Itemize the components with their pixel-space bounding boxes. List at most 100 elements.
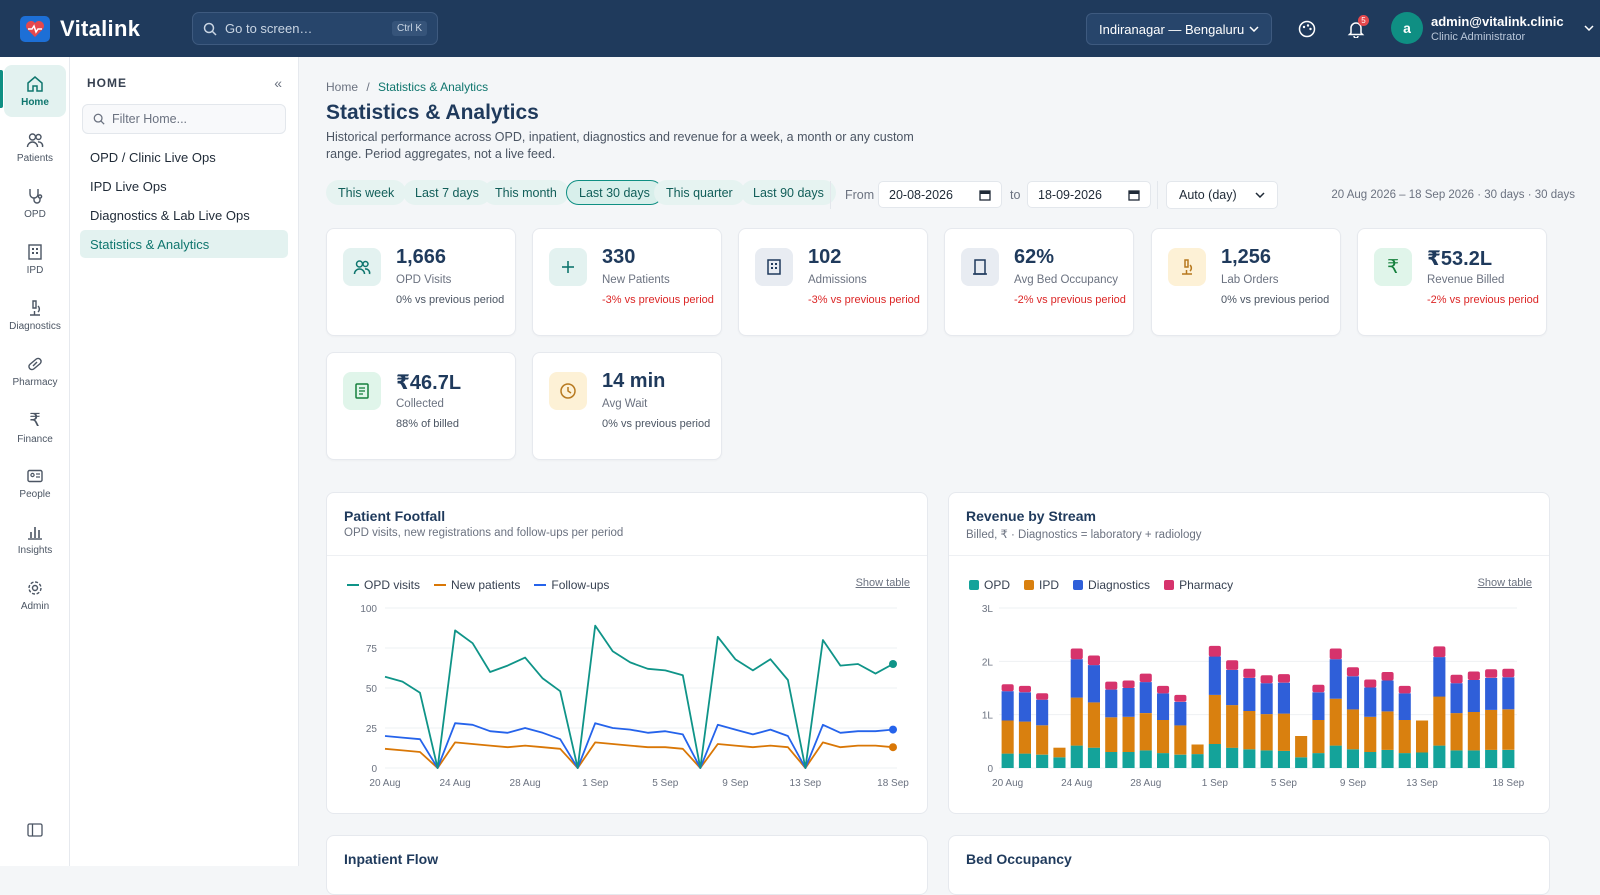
- panel-title: Revenue by Stream: [966, 508, 1096, 524]
- revenue-stacked-bar-chart: 0 1L 2L 3L 20 Aug 24 Aug 28 Aug 1 Sep 5 Sep 9 Sep…: [982, 604, 1525, 789]
- bar-segment-diagnostics: [1260, 683, 1273, 715]
- rail-label: Admin: [20, 600, 50, 612]
- user-menu[interactable]: a admin@vitalink.clinic Clinic Administr…: [1391, 12, 1594, 44]
- collapse-button[interactable]: «: [274, 75, 282, 91]
- rail-item-pharmacy[interactable]: Pharmacy: [4, 345, 66, 397]
- sidebar-toggle[interactable]: [27, 823, 43, 840]
- from-date-value: 20-08-2026: [889, 187, 953, 202]
- chevron-down-icon: [1249, 26, 1259, 32]
- preset-last-90-days[interactable]: Last 90 days: [741, 180, 836, 205]
- bar-segment-ipd: [1433, 696, 1446, 746]
- panel-icon: [27, 823, 43, 837]
- kpi-delta: 0% vs previous period: [1221, 294, 1330, 306]
- legend-item-diagnostics[interactable]: Diagnostics: [1073, 578, 1150, 592]
- preset-last-30-days[interactable]: Last 30 days: [566, 180, 663, 205]
- preset-this-week[interactable]: This week: [326, 180, 407, 205]
- rail-item-opd[interactable]: OPD: [4, 177, 66, 229]
- bar-segment-opd: [1105, 752, 1118, 768]
- bar-segment-diagnostics: [1070, 659, 1083, 698]
- legend-item-follow[interactable]: Follow-ups: [534, 578, 609, 592]
- chart-legend: OPD IPD Diagnostics Pharmacy: [969, 578, 1247, 592]
- bar-segment-ipd: [1398, 720, 1411, 754]
- rail-item-finance[interactable]: ₹ Finance: [4, 401, 66, 453]
- bar-segment-diagnostics: [1036, 699, 1049, 726]
- id-card-icon: [27, 469, 43, 482]
- to-date-input[interactable]: 18-09-2026: [1027, 181, 1151, 208]
- kpi-value: ₹53.2L: [1427, 248, 1493, 270]
- bar-segment-pharmacy: [1001, 684, 1014, 692]
- home-icon: [27, 75, 43, 92]
- preset-this-quarter[interactable]: This quarter: [654, 180, 745, 205]
- search-shortcut: Ctrl K: [392, 21, 427, 36]
- legend-item-new[interactable]: New patients: [434, 578, 520, 592]
- y-tick-label: 0: [371, 764, 377, 775]
- granularity-select[interactable]: Auto (day): [1166, 181, 1278, 209]
- rail-item-diagnostics[interactable]: Diagnostics: [4, 289, 66, 341]
- rail-item-home[interactable]: Home: [4, 65, 66, 117]
- bar-segment-opd: [1364, 752, 1377, 768]
- rail-item-insights[interactable]: Insights: [4, 513, 66, 565]
- preset-last-7-days[interactable]: Last 7 days: [403, 180, 491, 205]
- y-tick-label: 3L: [982, 604, 994, 615]
- bar-segment-pharmacy: [1433, 646, 1446, 658]
- nav-item-opd-live[interactable]: OPD / Clinic Live Ops: [90, 149, 216, 165]
- legend-item-ipd[interactable]: IPD: [1024, 578, 1059, 592]
- active-indicator: [0, 70, 3, 108]
- filter-input[interactable]: Filter Home...: [82, 104, 286, 134]
- preset-this-month[interactable]: This month: [483, 180, 569, 205]
- bar-segment-diagnostics: [1174, 701, 1187, 726]
- rail-label: Pharmacy: [12, 376, 58, 388]
- rail-item-people[interactable]: People: [4, 457, 66, 509]
- bar-segment-ipd: [1467, 712, 1480, 751]
- kpi-card-new-patients: 330 New Patients -3% vs previous period: [532, 228, 722, 336]
- legend-item-pharmacy[interactable]: Pharmacy: [1164, 578, 1233, 592]
- granularity-value: Auto (day): [1179, 188, 1237, 202]
- global-search[interactable]: Go to screen… Ctrl K: [192, 12, 438, 45]
- bar-segment-opd: [1139, 750, 1152, 768]
- notification-badge: 5: [1358, 15, 1369, 26]
- show-table-link[interactable]: Show table: [855, 577, 910, 589]
- clinic-selector[interactable]: Indiranagar — Bengaluru: [1086, 13, 1272, 45]
- heart-pulse-icon: [20, 15, 50, 42]
- rupee-icon: ₹: [29, 409, 41, 430]
- y-tick-label: 1L: [982, 711, 994, 722]
- kpi-label: New Patients: [602, 274, 670, 286]
- from-date-input[interactable]: 20-08-2026: [878, 181, 1002, 208]
- app-logo[interactable]: Vitalink: [20, 15, 172, 42]
- page-subtitle: Historical performance across OPD, inpat…: [326, 130, 914, 161]
- bar-segment-opd: [1260, 750, 1273, 768]
- bar-chart-icon: [28, 526, 42, 540]
- bar-segment-opd: [1467, 750, 1480, 768]
- show-table-link[interactable]: Show table: [1477, 577, 1532, 589]
- bar-segment-ipd: [1381, 711, 1394, 750]
- x-tick-label: 24 Aug: [1061, 778, 1092, 789]
- nav-item-ipd-live[interactable]: IPD Live Ops: [90, 178, 167, 194]
- kpi-delta: -3% vs previous period: [602, 294, 714, 306]
- bar-segment-ipd: [1312, 720, 1325, 754]
- legend-label: New patients: [451, 578, 521, 592]
- bar-segment-opd: [1433, 745, 1446, 768]
- legend-item-opd[interactable]: OPD: [969, 578, 1010, 592]
- rail-item-admin[interactable]: Admin: [4, 569, 66, 621]
- nav-item-diagnostics-live[interactable]: Diagnostics & Lab Live Ops: [90, 207, 250, 223]
- legend-item-opd[interactable]: OPD visits: [347, 578, 420, 592]
- bar-segment-ipd: [1226, 705, 1239, 748]
- breadcrumb-home[interactable]: Home: [326, 80, 359, 94]
- notifications-button[interactable]: 5: [1345, 15, 1369, 40]
- kpi-label: Avg Bed Occupancy: [1014, 274, 1118, 286]
- nav-item-statistics[interactable]: Statistics & Analytics: [80, 230, 288, 258]
- kpi-card-revenue-billed: ₹ ₹53.2L Revenue Billed -2% vs previous per…: [1357, 228, 1547, 336]
- bar-segment-ipd: [1485, 709, 1498, 750]
- kpi-label: Admissions: [808, 274, 867, 286]
- calendar-icon: [979, 189, 991, 201]
- kpi-label: Revenue Billed: [1427, 274, 1505, 286]
- bar-segment-ipd: [1157, 720, 1170, 754]
- theme-toggle[interactable]: [1296, 18, 1318, 40]
- bar-segment-pharmacy: [1312, 684, 1325, 693]
- rail-item-patients[interactable]: Patients: [4, 121, 66, 173]
- rail-item-ipd[interactable]: IPD: [4, 233, 66, 285]
- main-content: Home / Statistics & Analytics Statistics…: [300, 57, 1600, 895]
- bar-segment-diagnostics: [1157, 693, 1170, 720]
- bar-segment-pharmacy: [1346, 667, 1359, 677]
- x-tick-label: 28 Aug: [1130, 778, 1161, 789]
